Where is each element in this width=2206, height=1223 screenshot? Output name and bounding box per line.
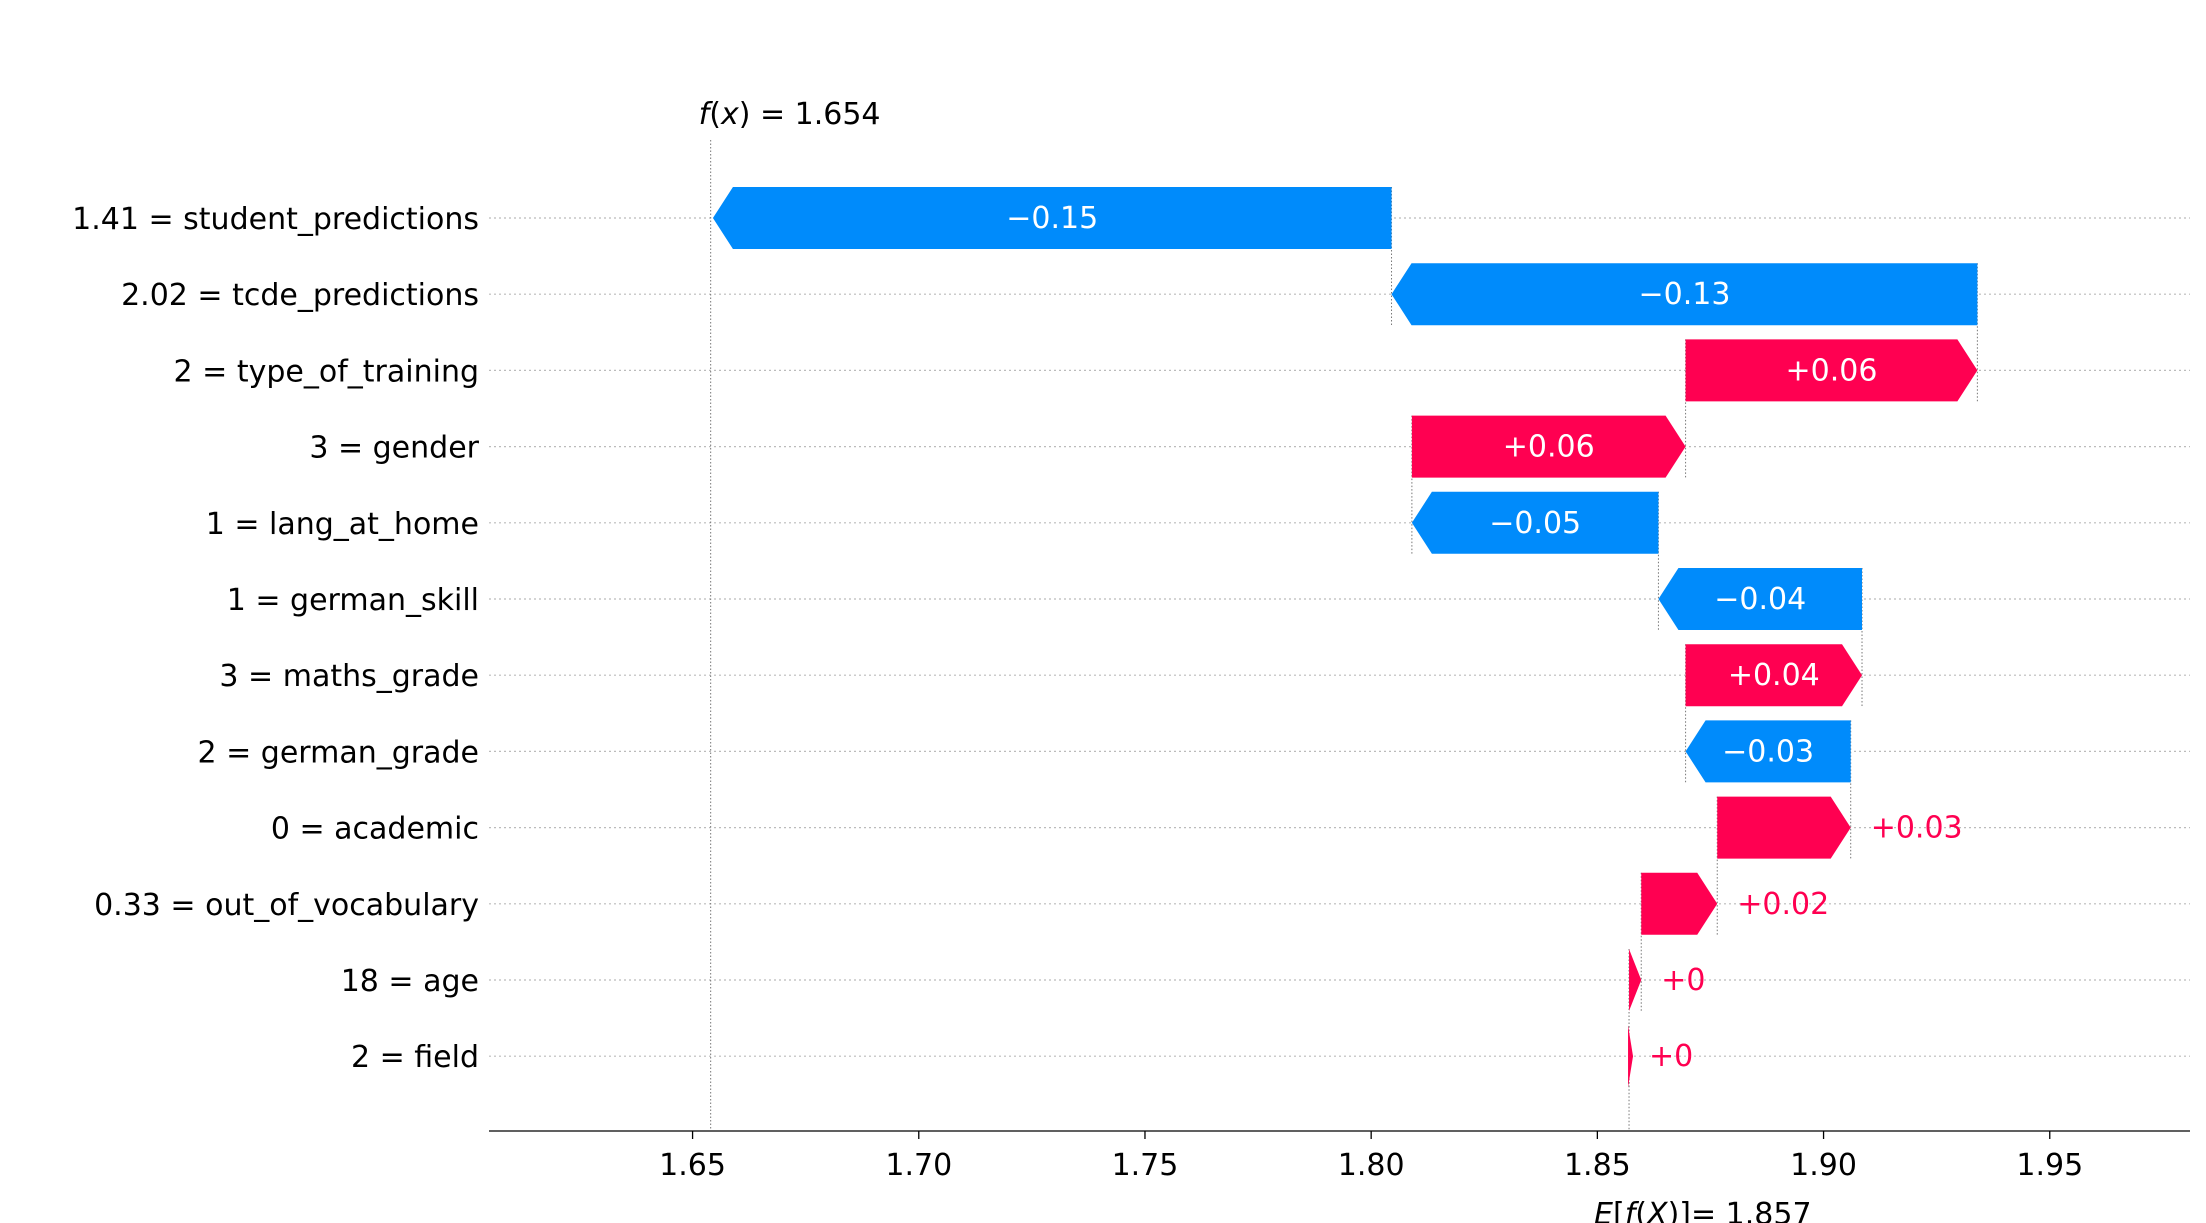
x-axis: 1.65 1.70 1.75 1.80 1.85 1.90 1.95 (489, 1130, 2190, 1183)
x-tick-label: 1.90 (1790, 1148, 1857, 1183)
bar-value-label: −0.03 (1722, 734, 1814, 769)
bar-value-label: +0 (1649, 1039, 1693, 1074)
feature-label: 2 = type_of_training (174, 354, 479, 389)
feature-label: 1 = german_skill (227, 583, 479, 618)
positive-bar (1641, 872, 1718, 935)
bar-value-label: +0.02 (1737, 887, 1829, 922)
grid-layer (489, 140, 2190, 1131)
x-tick-label: 1.80 (1338, 1148, 1405, 1183)
feature-label: 0.33 = out_of_vocabulary (94, 888, 479, 923)
feature-label: 1.41 = student_predictions (72, 202, 479, 237)
bar-value-label: +0.06 (1503, 430, 1595, 465)
bar-value-label: −0.05 (1489, 506, 1581, 541)
bars-layer (712, 187, 1978, 1088)
negative-bar (1391, 263, 1978, 326)
feature-label: 2 = german_grade (198, 735, 479, 770)
bar-value-label: +0 (1661, 963, 1705, 998)
negative-bar (1685, 720, 1851, 783)
x-tick-label: 1.65 (659, 1148, 726, 1183)
feature-label: 2 = field (351, 1040, 479, 1075)
x-tick-label: 1.75 (1112, 1148, 1179, 1183)
feature-label: 0 = academic (271, 812, 479, 847)
bar-value-label: +0.03 (1871, 811, 1963, 846)
feature-label: 3 = gender (309, 431, 479, 466)
bar-value-label: −0.04 (1714, 582, 1806, 617)
base-value-label: E[f(X)]= 1.857 (1594, 1197, 1812, 1223)
positive-bar (1629, 949, 1642, 1011)
feature-label: 2.02 = tcde_predictions (121, 278, 479, 313)
x-tick-label: 1.85 (1564, 1148, 1631, 1183)
feature-label: 3 = maths_grade (219, 659, 479, 694)
bar-value-label: −0.13 (1638, 277, 1730, 312)
feature-label: 1 = lang_at_home (206, 507, 479, 542)
bar-value-label: +0.04 (1728, 658, 1820, 693)
positive-bar (1628, 1025, 1634, 1088)
x-tick-label: 1.95 (2016, 1148, 2083, 1183)
positive-bar (1717, 796, 1851, 859)
positive-bar (1685, 339, 1978, 402)
output-value-label: f(x) = 1.654 (699, 97, 881, 132)
feature-label: 18 = age (341, 964, 479, 999)
negative-bar (1658, 568, 1863, 630)
negative-bar (712, 187, 1392, 249)
negative-bar (1411, 491, 1659, 554)
x-tick-label: 1.70 (885, 1148, 952, 1183)
labels-layer: 1.41 = student_predictions 2.02 = tcde_pr… (72, 201, 1962, 1075)
positive-bar (1685, 644, 1863, 707)
bar-value-label: −0.15 (1006, 201, 1098, 236)
bar-value-label: +0.06 (1786, 353, 1878, 388)
positive-bar (1411, 415, 1686, 478)
